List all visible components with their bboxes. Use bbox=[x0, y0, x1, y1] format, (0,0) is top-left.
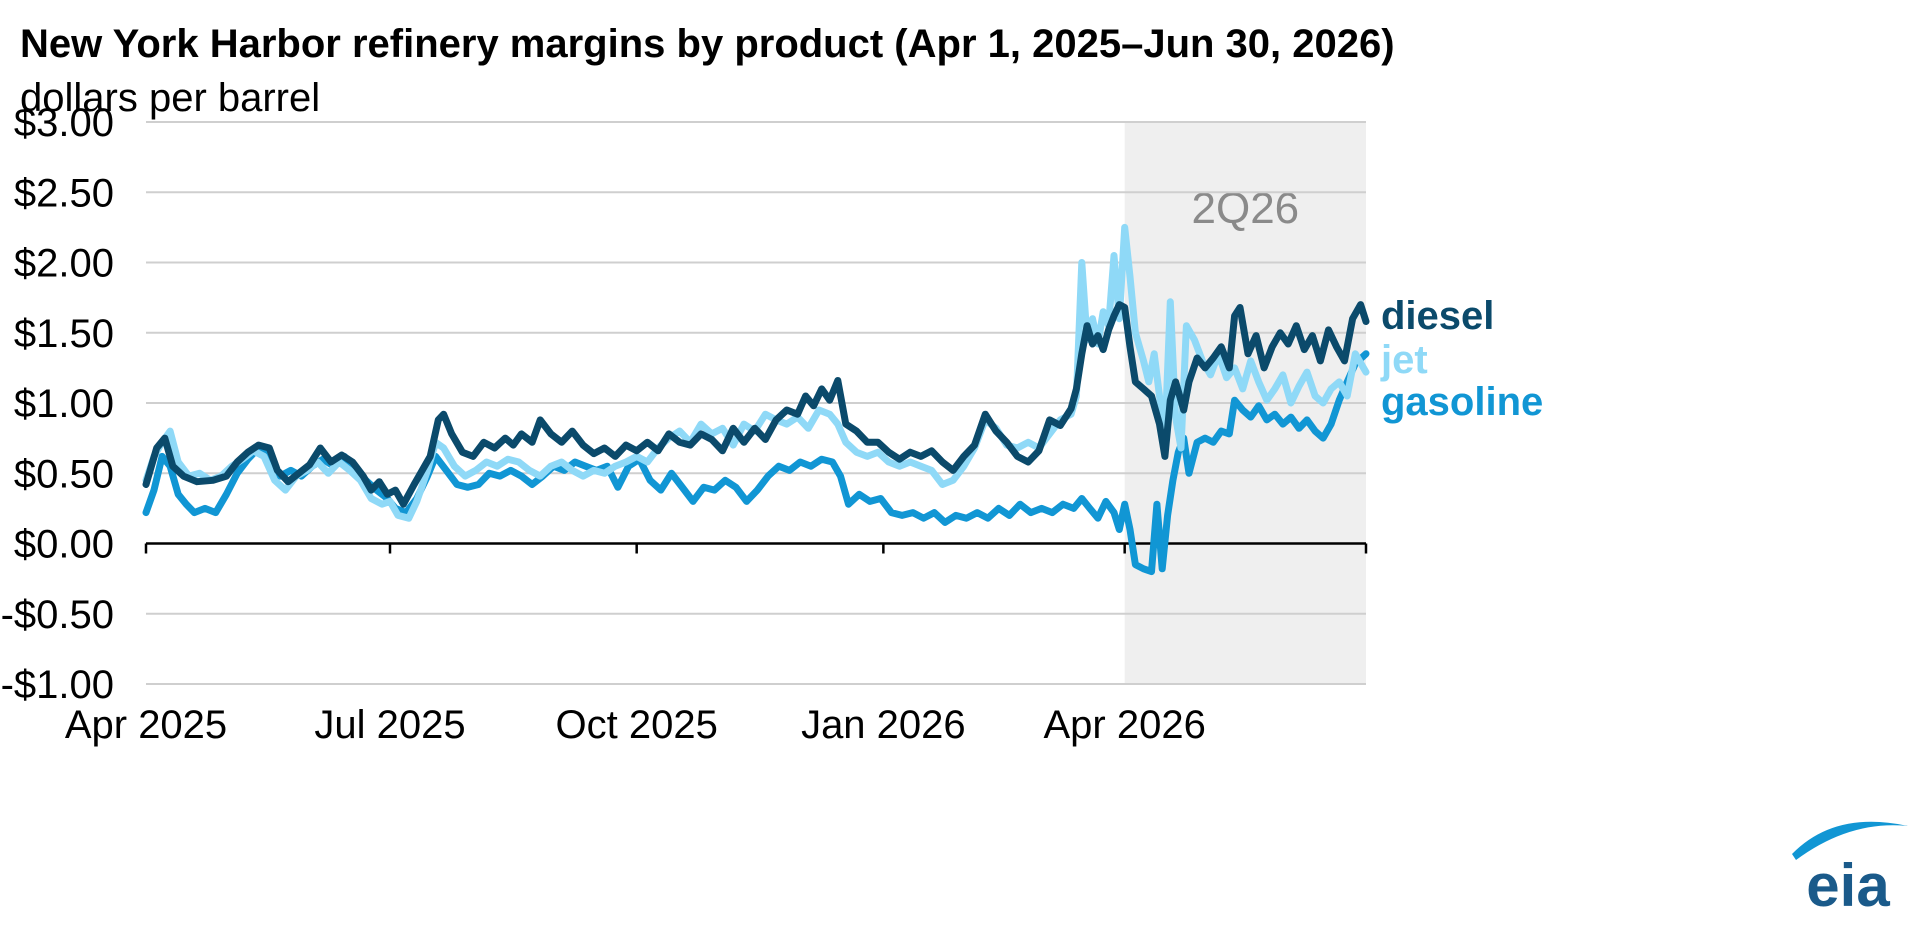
x-tick-label: Jan 2026 bbox=[801, 703, 966, 747]
series-line-diesel bbox=[142, 301, 1370, 508]
x-tick-label: Apr 2025 bbox=[65, 703, 227, 747]
series-label-gasoline: gasoline bbox=[1381, 380, 1543, 424]
y-tick-label: $0.00 bbox=[14, 523, 114, 567]
y-tick-label: $3.00 bbox=[14, 101, 114, 145]
logo-swoosh-icon bbox=[1792, 821, 1908, 860]
y-tick-labels: $3.00 $2.50 $2.00 $1.50 $1.00 $0.50 $0.00 -$0.5… bbox=[1, 101, 114, 707]
y-tick-label: $1.00 bbox=[14, 382, 114, 426]
x-tick-labels: Apr 2025 Jul 2025 Oct 2025 Jan 2026 Apr 2026 bbox=[65, 703, 1206, 747]
series-label-jet: jet bbox=[1380, 338, 1428, 382]
x-tick-label: Apr 2026 bbox=[1044, 703, 1206, 747]
y-tick-label: $0.50 bbox=[14, 452, 114, 496]
series-lines bbox=[142, 223, 1370, 576]
x-tick-label: Jul 2025 bbox=[314, 703, 465, 747]
chart-title: New York Harbor refinery margins by prod… bbox=[20, 22, 1395, 66]
y-tick-label: $2.00 bbox=[14, 242, 114, 286]
y-axis-unit-label: dollars per barrel bbox=[20, 76, 321, 120]
y-tick-label: -$1.00 bbox=[1, 663, 114, 707]
series-line-jet bbox=[142, 223, 1370, 522]
y-tick-label: -$0.50 bbox=[1, 593, 114, 637]
x-tick-label: Oct 2025 bbox=[556, 703, 718, 747]
y-tick-label: $2.50 bbox=[14, 171, 114, 215]
y-tick-label: $1.50 bbox=[14, 312, 114, 356]
series-label-diesel: diesel bbox=[1381, 294, 1494, 338]
logo-text: eia bbox=[1806, 852, 1890, 912]
eia-logo: eia bbox=[1790, 812, 1910, 919]
